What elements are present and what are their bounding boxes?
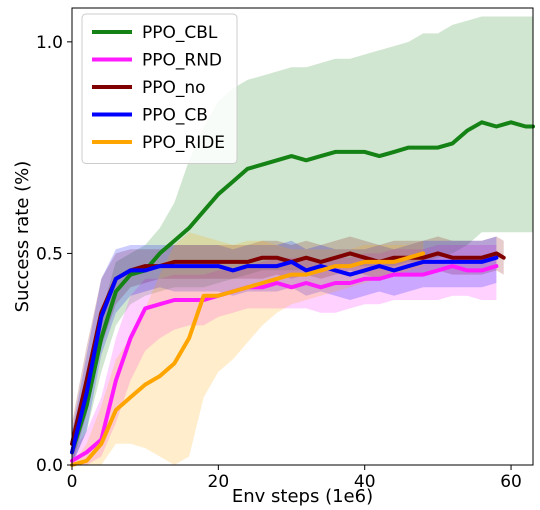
ppo-cbl-legend-label: PPO_CBL (142, 23, 218, 43)
y-tick-label: 1.0 (36, 33, 63, 53)
x-tick-label: 40 (354, 472, 376, 492)
ppo-cb-band (72, 236, 497, 465)
ppo-cb-legend-label: PPO_CB (142, 106, 208, 126)
x-tick-label: 0 (67, 472, 78, 492)
legend: PPO_CBL PPO_RND PPO_no PPO_CB PPO_RIDE (81, 13, 238, 164)
ppo-rnd-legend-label: PPO_RND (142, 51, 222, 71)
ppo-cb-line (70, 255, 499, 455)
ppo-no-legend-label: PPO_no (142, 78, 206, 98)
x-tick-label: 60 (500, 472, 522, 492)
x-tick-label: 20 (208, 472, 230, 492)
ppo-ride-line (70, 251, 426, 467)
y-tick-label: 0.5 (36, 244, 63, 264)
y-ticks: 0.0 0.5 1.0 (36, 33, 72, 476)
ppo-ride-band (72, 232, 424, 465)
ppo-cbl-band (72, 16, 533, 465)
y-tick-label: 0.0 (36, 456, 63, 476)
x-axis-label: Env steps (1e6) (232, 486, 373, 507)
ppo-ride-legend-label: PPO_RIDE (142, 133, 225, 153)
ppo-rnd-line (70, 264, 499, 463)
plot-frame (71, 7, 534, 466)
series-lines (70, 120, 535, 467)
x-ticks: 0 20 40 60 (67, 465, 522, 492)
y-axis-label: Success rate (%) (12, 161, 33, 313)
legend-box (81, 13, 238, 164)
